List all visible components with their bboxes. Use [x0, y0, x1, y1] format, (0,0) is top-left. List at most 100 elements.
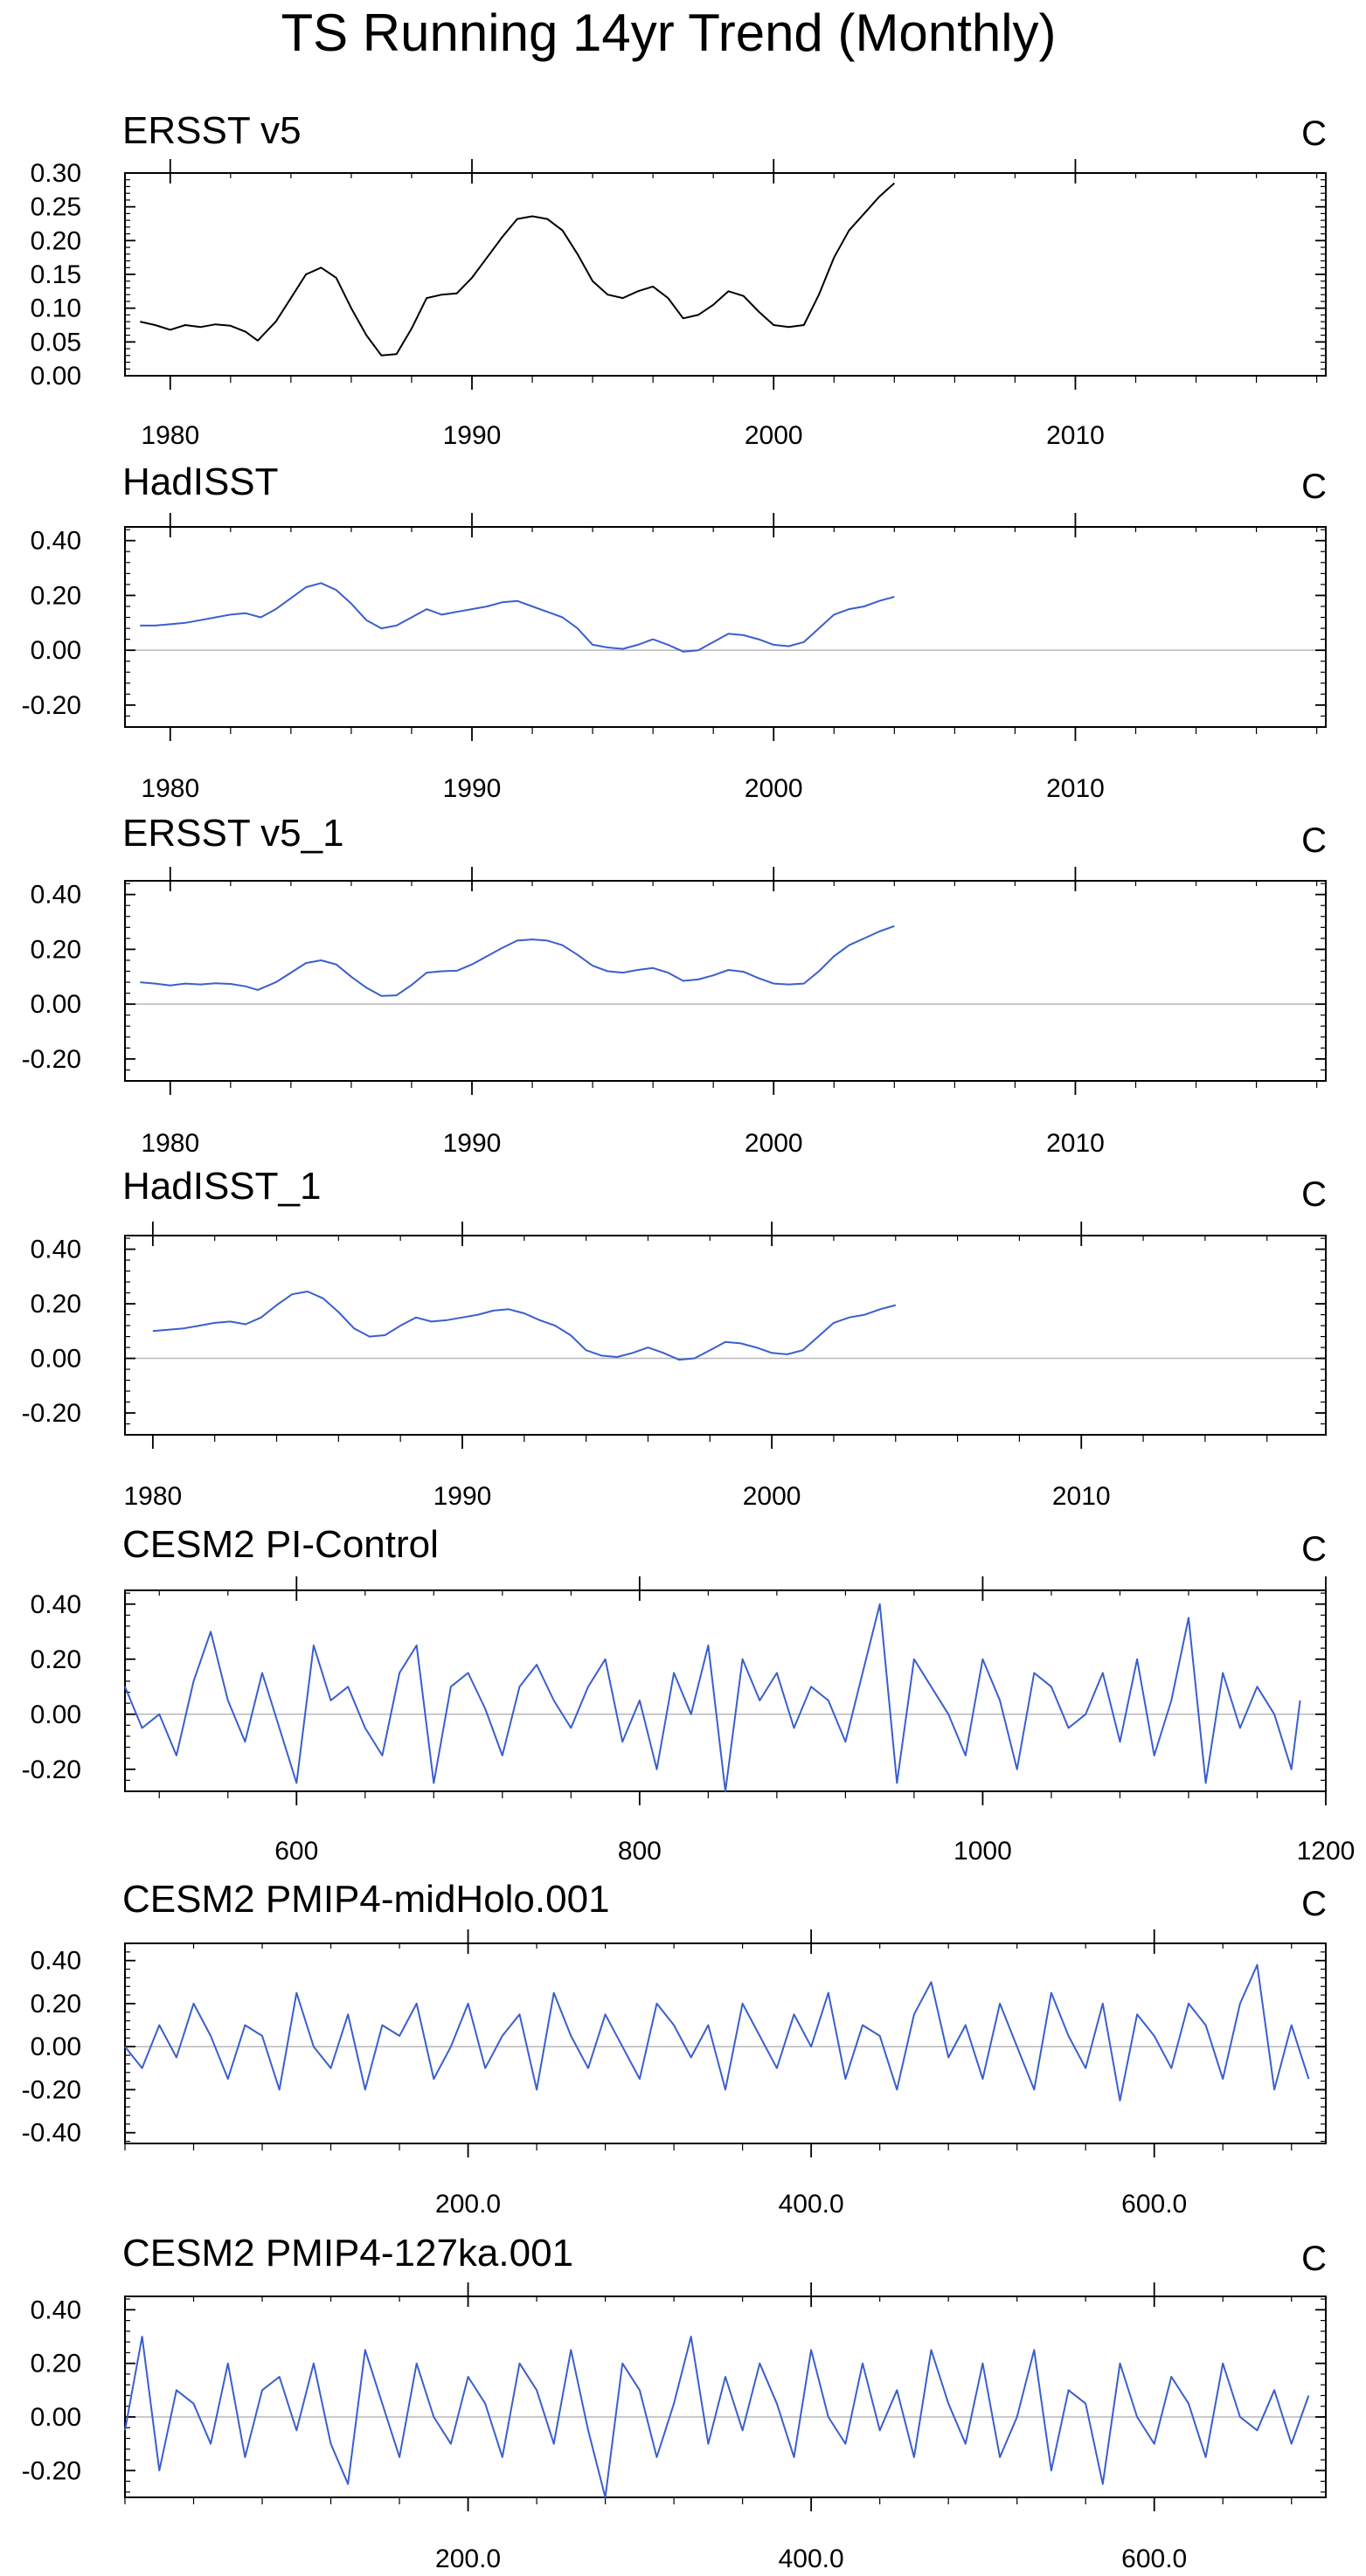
panel-units: C [1301, 821, 1327, 860]
panel-title: ERSST v5 [122, 109, 302, 152]
y-tick-label: -0.20 [22, 691, 81, 720]
x-tick-label: 2000 [743, 1482, 801, 1511]
panel-cesm2-pi-control: CESM2 PI-Control C -0.20 0.00 0.20 0.40 600 8… [22, 1523, 1356, 1866]
x-tick-label: 400.0 [779, 2545, 844, 2573]
y-tick-label: 0.20 [31, 581, 81, 610]
x-tick-label: 1990 [443, 1129, 502, 1158]
x-tick-label: 200.0 [435, 2190, 501, 2219]
plot-frame [124, 2296, 1327, 2498]
panel-units: C [1301, 114, 1327, 153]
y-tick-label: 0.15 [31, 260, 81, 289]
x-tick-label: 1990 [433, 1482, 492, 1511]
panel-title: CESM2 PMIP4-midHolo.001 [122, 1878, 610, 1921]
y-tick-label: 0.20 [31, 935, 81, 964]
y-tick-label: 0.00 [31, 1345, 81, 1374]
x-tick-label: 1000 [953, 1837, 1012, 1866]
x-tick-label: 800 [618, 1837, 662, 1866]
y-tick-label: -0.20 [22, 2075, 81, 2104]
plot-area: -0.20 0.00 0.20 0.40 1980 1990 2000 2010 [22, 513, 1327, 803]
y-tick-label: 0.20 [31, 1645, 81, 1674]
x-tick-label: 600.0 [1121, 2190, 1187, 2219]
y-tick-label: 0.40 [31, 2296, 81, 2324]
series-line [152, 1291, 897, 1361]
panel-cesm2-127ka: CESM2 PMIP4-127ka.001 C -0.20 0.00 0.20 0.4… [22, 2232, 1327, 2573]
x-tick-label: 600 [274, 1837, 318, 1866]
figure-title: TS Running 14yr Trend (Monthly) [281, 3, 1056, 62]
x-tick-label: 2000 [745, 421, 803, 450]
panel-title: HadISST_1 [122, 1165, 321, 1208]
x-tick-label: 400.0 [779, 2190, 844, 2219]
panel-cesm2-midholo: CESM2 PMIP4-midHolo.001 C -0.40 -0.20 0.00… [22, 1878, 1327, 2219]
panel-units: C [1301, 2240, 1327, 2278]
series-line [140, 924, 895, 997]
y-tick-label: 0.20 [31, 226, 81, 255]
series-line [140, 182, 895, 357]
y-tick-label: 0.20 [31, 1990, 81, 2019]
x-tick-label: 1980 [141, 774, 199, 803]
panel-units: C [1301, 1530, 1327, 1568]
y-tick-label: 0.00 [31, 2403, 81, 2432]
plot-frame [124, 526, 1327, 728]
panel-units: C [1301, 1175, 1327, 1214]
y-tick-label: -0.20 [22, 1755, 81, 1784]
plot-area: -0.20 0.00 0.20 0.40 600 800 1000 1200 [22, 1576, 1356, 1866]
x-tick-label: 2000 [745, 774, 803, 803]
x-tick-label: 200.0 [435, 2545, 501, 2573]
y-tick-label: 0.40 [31, 527, 81, 556]
y-tick-label: 0.00 [31, 636, 81, 665]
series-line [140, 582, 895, 653]
y-tick-label: 0.20 [31, 2350, 81, 2379]
panel-ersst-v5-1: ERSST v5_1 C -0.20 0.00 0.20 0.40 1980 1990 20… [22, 812, 1327, 1158]
plot-area: -0.20 0.00 0.20 0.40 1980 1990 2000 2010 [22, 867, 1327, 1158]
x-tick-label: 600.0 [1121, 2545, 1187, 2573]
panel-units: C [1301, 467, 1327, 506]
y-tick-label: 0.10 [31, 294, 81, 323]
x-tick-label: 2010 [1046, 421, 1105, 450]
x-tick-label: 2010 [1046, 774, 1105, 803]
y-tick-label: 0.00 [31, 990, 81, 1019]
x-tick-label: 1980 [123, 1482, 182, 1511]
plot-frame [124, 1589, 1327, 1792]
y-tick-label: 0.00 [31, 362, 81, 391]
panel-hadisst: HadISST C -0.20 0.00 0.20 0.40 1980 1990 2000 2… [22, 460, 1327, 803]
y-tick-label: 0.20 [31, 1290, 81, 1319]
y-tick-label: 0.00 [31, 2032, 81, 2061]
y-tick-label: -0.20 [22, 1045, 81, 1074]
x-tick-label: 1990 [443, 774, 502, 803]
panel-ersst-v5: ERSST v5 C 0.00 0.05 0.10 0.15 0.20 0.25 0.30 1… [31, 109, 1327, 450]
y-tick-label: 0.05 [31, 328, 81, 357]
x-tick-label: 1980 [141, 1129, 199, 1158]
y-tick-label: -0.40 [22, 2119, 81, 2148]
plot-area: 0.00 0.05 0.10 0.15 0.20 0.25 0.30 1980 1990 2000… [31, 159, 1327, 450]
plot-area: -0.20 0.00 0.20 0.40 200.0 400.0 600.0 [22, 2282, 1327, 2573]
y-tick-label: -0.20 [22, 2456, 81, 2485]
plot-area: -0.20 0.00 0.20 0.40 1980 1990 2000 2010 [22, 1222, 1327, 1511]
panel-hadisst-1: HadISST_1 C -0.20 0.00 0.20 0.40 1980 1990 200… [22, 1165, 1327, 1511]
plot-frame [124, 1942, 1327, 2144]
x-tick-label: 2010 [1052, 1482, 1111, 1511]
series-line [124, 1603, 1301, 1792]
panel-title: CESM2 PMIP4-127ka.001 [122, 2232, 573, 2275]
plot-frame [124, 1235, 1327, 1436]
y-tick-label: 0.00 [31, 1700, 81, 1729]
panel-units: C [1301, 1885, 1327, 1923]
panel-title: CESM2 PI-Control [122, 1523, 439, 1566]
y-tick-label: 0.40 [31, 1590, 81, 1619]
y-tick-label: 0.40 [31, 881, 81, 910]
panel-title: ERSST v5_1 [122, 812, 344, 855]
x-tick-label: 2000 [745, 1129, 803, 1158]
x-tick-label: 1200 [1297, 1837, 1356, 1866]
x-tick-label: 1980 [141, 421, 199, 450]
x-tick-label: 1990 [443, 421, 502, 450]
y-tick-label: 0.25 [31, 193, 81, 222]
series-line [124, 2336, 1310, 2498]
y-tick-label: 0.40 [31, 1236, 81, 1264]
y-tick-label: 0.40 [31, 1947, 81, 1976]
plot-frame [124, 880, 1327, 1082]
series-line [124, 1963, 1310, 2102]
panel-title: HadISST [122, 460, 279, 503]
y-tick-label: 0.30 [31, 159, 81, 188]
plot-area: -0.40 -0.20 0.00 0.20 0.40 200.0 400.0 600.0 [22, 1929, 1327, 2219]
x-tick-label: 2010 [1046, 1129, 1105, 1158]
